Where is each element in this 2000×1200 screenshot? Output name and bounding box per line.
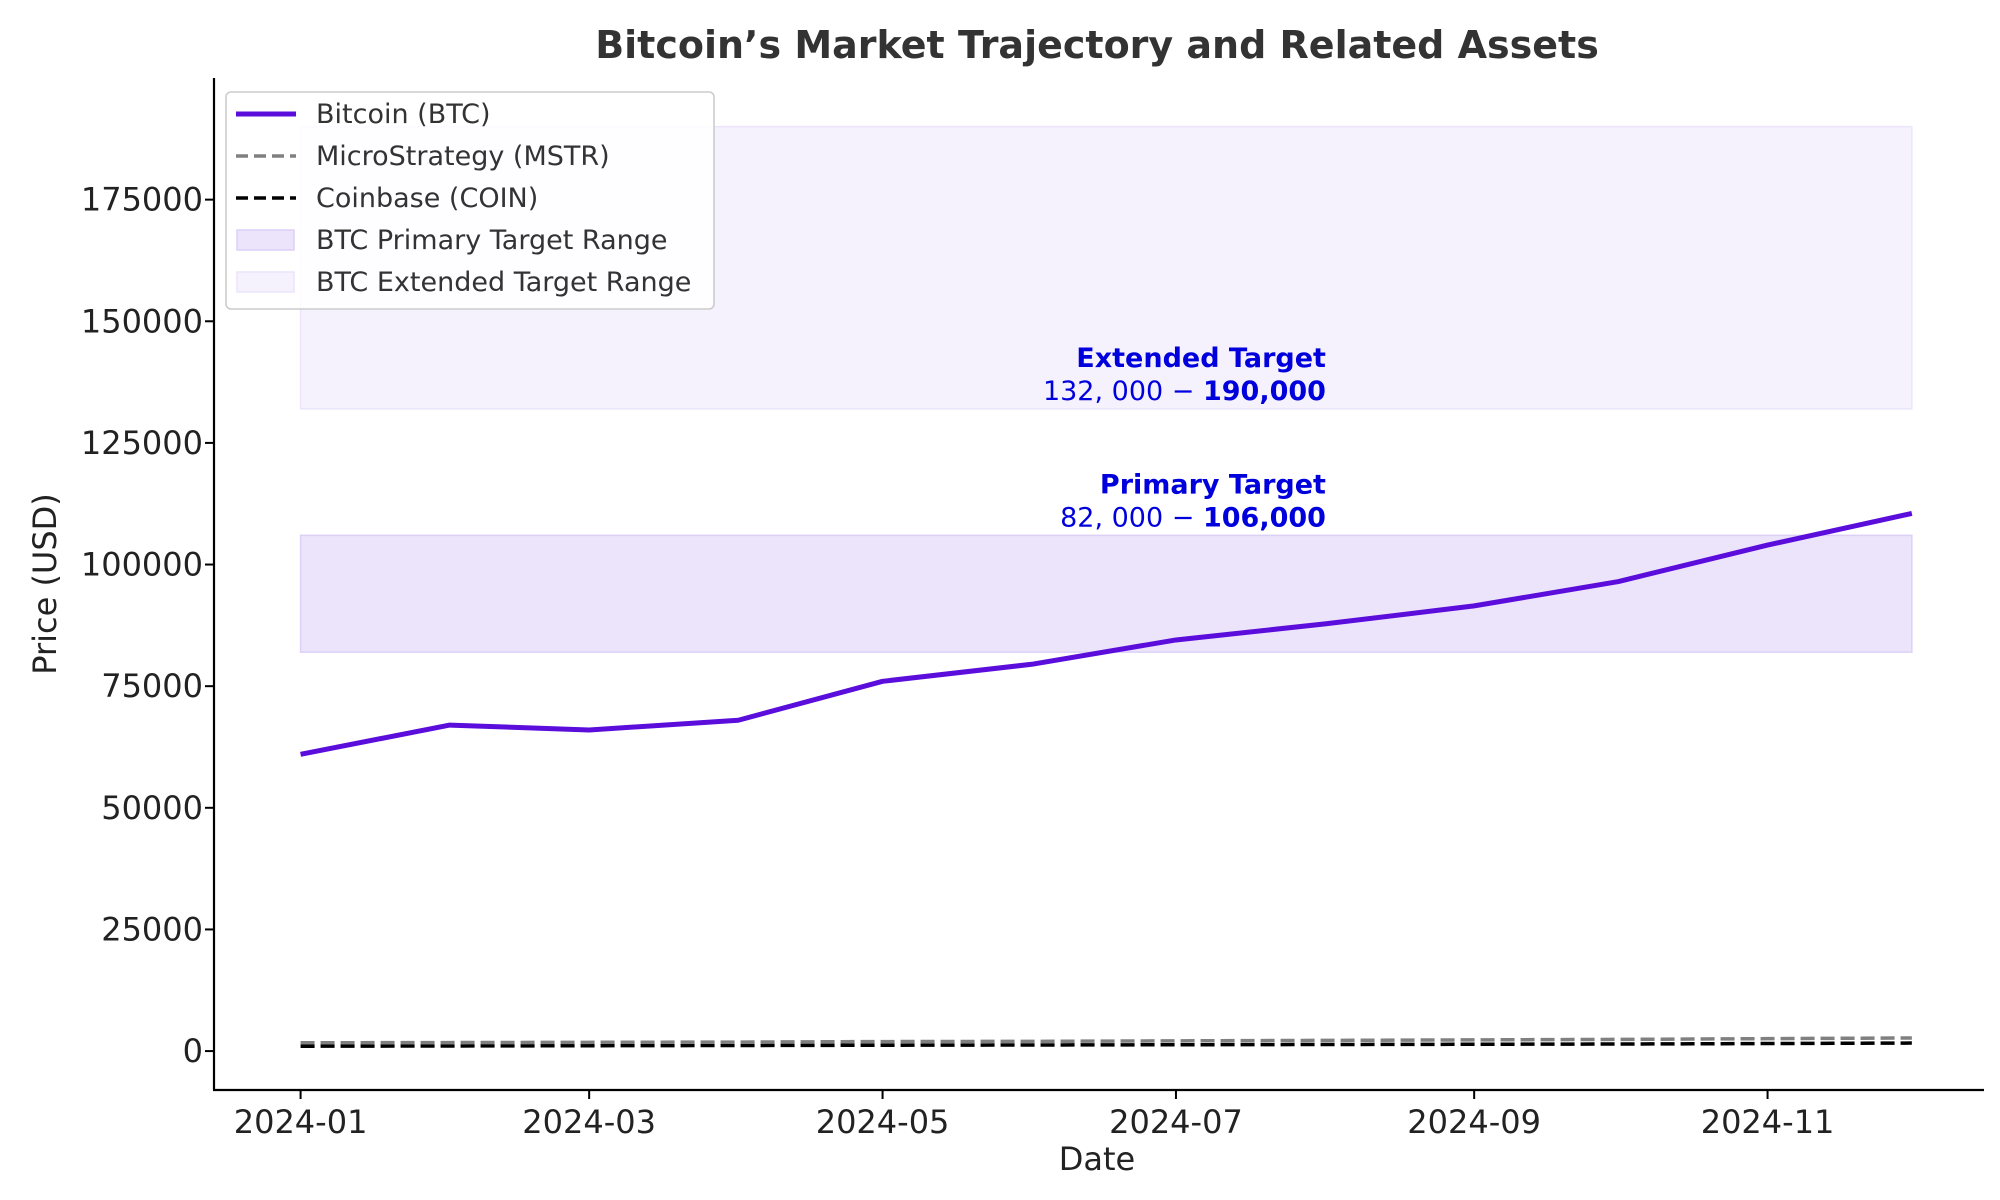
y-tick-label-7: 175000 bbox=[81, 181, 203, 219]
chart-title: Bitcoin’s Market Trajectory and Related … bbox=[595, 23, 1599, 67]
y-tick-label-0: 0 bbox=[183, 1032, 203, 1070]
legend-box bbox=[225, 91, 715, 310]
y-tick-label-2: 50000 bbox=[101, 789, 203, 827]
legend: Bitcoin (BTC) MicroStrategy (MSTR) Coinbas… bbox=[225, 91, 715, 310]
legend-swatch-3 bbox=[236, 229, 295, 251]
y-tick-label-4: 100000 bbox=[81, 546, 203, 584]
axes bbox=[212, 78, 1984, 1092]
y-axis-label: Price (USD) bbox=[26, 493, 64, 675]
annotation-range-0: 132, 000 − 190,000 bbox=[1043, 376, 1326, 407]
legend-item-4: BTC Extended Target Range bbox=[236, 267, 691, 298]
x-ticks: 2024-01 2024-03 2024-05 2024-07 2024-09 2024-… bbox=[234, 1090, 1835, 1141]
y-tick-label-3: 75000 bbox=[101, 667, 203, 705]
x-tick-label-3: 2024-07 bbox=[1109, 1103, 1243, 1141]
target-band-0 bbox=[299, 534, 1913, 653]
legend-label-1: MicroStrategy (MSTR) bbox=[316, 141, 610, 172]
series-line-2 bbox=[300, 1041, 1912, 1048]
legend-label-2: Coinbase (COIN) bbox=[316, 183, 538, 214]
x-tick-label-4: 2024-09 bbox=[1407, 1103, 1541, 1141]
x-tick-label-2: 2024-05 bbox=[816, 1103, 950, 1141]
legend-label-3: BTC Primary Target Range bbox=[316, 225, 667, 256]
y-tick-label-1: 25000 bbox=[101, 910, 203, 948]
y-tick-label-5: 125000 bbox=[81, 424, 203, 462]
series-lines bbox=[300, 511, 1913, 1048]
legend-item-2: Coinbase (COIN) bbox=[236, 183, 538, 214]
series-line-0 bbox=[300, 511, 1913, 757]
annotation-title-0: Extended Target bbox=[1076, 343, 1326, 374]
y-tick-label-6: 150000 bbox=[81, 302, 203, 340]
x-tick-label-0: 2024-01 bbox=[234, 1103, 368, 1141]
legend-item-3: BTC Primary Target Range bbox=[236, 225, 667, 256]
x-tick-label-5: 2024-11 bbox=[1701, 1103, 1835, 1141]
legend-label-4: BTC Extended Target Range bbox=[316, 267, 691, 298]
x-axis-label: Date bbox=[1059, 1140, 1135, 1178]
annotation-title-1: Primary Target bbox=[1100, 469, 1326, 500]
legend-item-0: Bitcoin (BTC) bbox=[236, 99, 491, 130]
legend-item-1: MicroStrategy (MSTR) bbox=[236, 141, 610, 172]
y-ticks: 0 25000 50000 75000 100000 125000 150000 175000 bbox=[81, 181, 214, 1070]
series-line-1 bbox=[300, 1036, 1912, 1045]
annotation-range-1: 82, 000 − 106,000 bbox=[1060, 502, 1326, 533]
legend-label-0: Bitcoin (BTC) bbox=[316, 99, 491, 130]
x-tick-label-1: 2024-03 bbox=[522, 1103, 656, 1141]
legend-swatch-4 bbox=[236, 271, 295, 293]
